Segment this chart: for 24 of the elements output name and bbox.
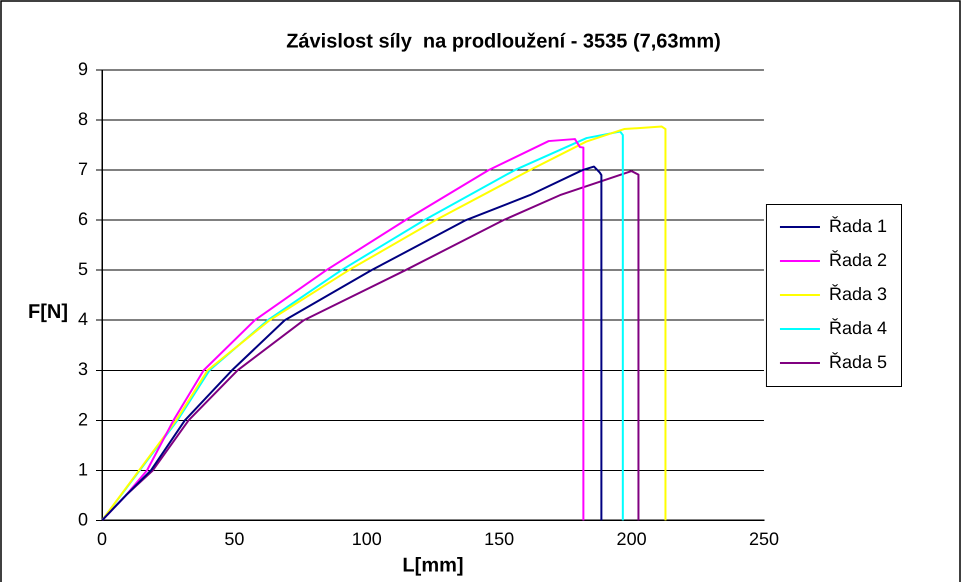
x-tick-label: 100 <box>352 529 382 550</box>
x-tick-label: 50 <box>224 529 244 550</box>
x-tick-label: 250 <box>748 529 779 550</box>
y-tick-label: 3 <box>78 359 88 380</box>
y-tick-label: 8 <box>78 109 88 130</box>
legend-label: Řada 3 <box>828 284 888 304</box>
x-tick-label: 0 <box>97 529 108 550</box>
x-tick-label: 200 <box>616 529 647 550</box>
legend-label: Řada 4 <box>828 318 888 338</box>
y-tick-label: 7 <box>78 159 88 180</box>
y-tick-label: 1 <box>78 459 88 480</box>
y-tick-label: 0 <box>78 509 88 530</box>
y-axis-title: F[N] <box>28 301 68 324</box>
legend-label: Řada 1 <box>828 216 888 236</box>
x-tick-label: 150 <box>484 529 514 550</box>
y-tick-label: 9 <box>78 58 88 79</box>
y-tick-label: 5 <box>78 259 88 280</box>
x-axis-title: L[mm] <box>402 554 464 577</box>
legend-label: Řada 5 <box>828 352 888 372</box>
y-tick-label: 6 <box>78 209 88 230</box>
legend-label: Řada 2 <box>828 250 888 270</box>
chart-title: Závislost síly na prodloužení - 3535 (7,63mm) <box>286 30 721 53</box>
y-tick-label: 4 <box>78 309 88 330</box>
y-tick-label: 2 <box>78 409 88 430</box>
